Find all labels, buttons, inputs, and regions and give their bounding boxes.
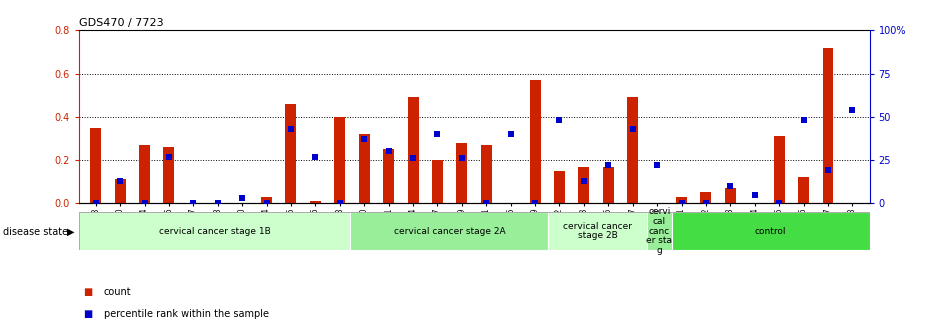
Point <box>381 149 396 154</box>
Point <box>259 201 274 206</box>
Point <box>723 183 738 189</box>
Point <box>552 118 567 123</box>
Point <box>308 154 323 159</box>
Point <box>235 196 250 201</box>
Point <box>527 201 542 206</box>
Bar <box>822 47 833 203</box>
Bar <box>676 197 687 203</box>
Point <box>113 178 128 183</box>
Bar <box>408 97 418 203</box>
Bar <box>351 212 549 250</box>
Point <box>137 201 152 206</box>
Text: percentile rank within the sample: percentile rank within the sample <box>104 309 268 319</box>
Bar <box>456 143 467 203</box>
Point <box>88 201 103 206</box>
Point <box>771 201 786 206</box>
Text: disease state: disease state <box>3 227 68 237</box>
Bar <box>648 212 672 250</box>
Text: count: count <box>104 287 131 297</box>
Point <box>479 201 494 206</box>
Point <box>796 118 811 123</box>
Point <box>284 126 299 132</box>
Text: ▶: ▶ <box>67 227 74 237</box>
Bar <box>310 201 321 203</box>
Point <box>454 156 469 161</box>
Bar <box>530 80 540 203</box>
Point <box>503 131 518 137</box>
Bar <box>139 145 150 203</box>
Point <box>332 201 347 206</box>
Bar <box>578 167 589 203</box>
Bar <box>286 104 297 203</box>
Bar <box>91 128 101 203</box>
Bar <box>383 149 394 203</box>
Point <box>698 201 713 206</box>
Text: cervical cancer
stage 2B: cervical cancer stage 2B <box>563 222 632 240</box>
Point <box>162 154 177 159</box>
Point <box>747 192 762 197</box>
Bar <box>115 179 126 203</box>
Text: control: control <box>755 226 786 236</box>
Text: cervical cancer stage 2A: cervical cancer stage 2A <box>393 226 505 236</box>
Bar <box>261 197 272 203</box>
Bar <box>554 171 565 203</box>
Bar <box>481 145 492 203</box>
Bar <box>672 212 869 250</box>
Text: GDS470 / 7723: GDS470 / 7723 <box>79 18 163 29</box>
Bar <box>164 147 175 203</box>
Text: ■: ■ <box>83 287 93 297</box>
Point <box>210 201 225 206</box>
Bar <box>359 134 370 203</box>
Bar <box>725 188 736 203</box>
Point <box>357 136 372 142</box>
Text: cervical cancer stage 1B: cervical cancer stage 1B <box>159 226 270 236</box>
Point <box>625 126 640 132</box>
Bar <box>549 212 648 250</box>
Point <box>649 163 664 168</box>
Bar <box>700 193 711 203</box>
Point <box>430 131 445 137</box>
Bar <box>627 97 638 203</box>
Bar <box>79 212 351 250</box>
Point <box>406 156 421 161</box>
Bar <box>432 160 443 203</box>
Bar <box>334 117 345 203</box>
Point <box>186 201 201 206</box>
Point <box>576 178 591 183</box>
Text: ■: ■ <box>83 309 93 319</box>
Point <box>674 201 689 206</box>
Bar <box>603 167 614 203</box>
Bar <box>773 136 784 203</box>
Point <box>845 107 860 113</box>
Bar <box>798 177 809 203</box>
Text: cervi
cal
canc
er sta
g: cervi cal canc er sta g <box>647 207 672 255</box>
Point <box>820 168 835 173</box>
Point <box>601 163 616 168</box>
